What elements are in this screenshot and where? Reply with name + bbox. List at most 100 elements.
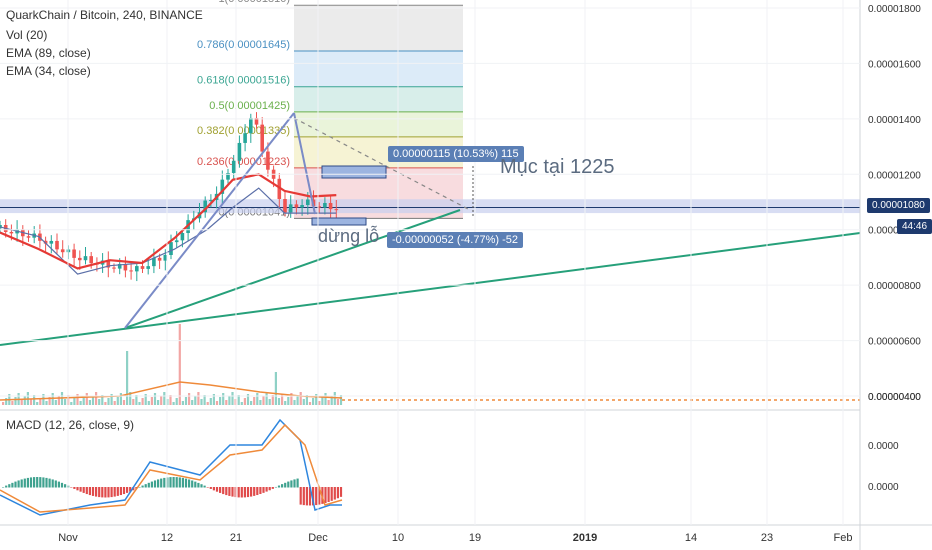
macd-histogram-bar (76, 487, 79, 491)
macd-histogram-bar (333, 487, 336, 500)
volume-bar (315, 394, 318, 405)
volume-bar (2, 402, 5, 405)
volume-bar (212, 394, 215, 405)
macd-histogram-bar (336, 487, 339, 499)
macd-histogram-bar (246, 487, 250, 498)
volume-bar (11, 401, 14, 405)
candle-body (174, 240, 179, 243)
volume-bar (33, 395, 36, 405)
ema-lines (0, 173, 337, 275)
volume-bar (110, 394, 113, 405)
volume-bar (330, 396, 333, 405)
volume-bar (333, 392, 336, 405)
volume-bar (281, 394, 284, 405)
volume-bar (163, 392, 166, 405)
candle-body (231, 160, 236, 173)
volume-bar (5, 398, 8, 405)
candle-body (328, 202, 333, 210)
candle-body (152, 257, 156, 267)
macd-histogram-bar (126, 487, 129, 493)
macd-histogram-bar (2, 487, 5, 488)
candle-body (283, 199, 287, 213)
candle-body (140, 266, 145, 269)
volume-bar (228, 396, 231, 405)
volume-bar (126, 351, 129, 405)
volume-bar (271, 395, 274, 405)
macd-histogram-bar (42, 477, 45, 488)
short-trendline (124, 209, 461, 329)
macd-histogram-bar (45, 477, 48, 488)
volume-bar (76, 394, 79, 405)
candle-body (277, 178, 282, 200)
x-tick-label: Dec (308, 532, 328, 544)
y-tick-label: 0.00001000 (868, 226, 921, 237)
macd-histogram-bar (299, 487, 302, 505)
volume-bar (222, 393, 225, 405)
candle-body (43, 240, 48, 244)
candle-body (89, 256, 93, 264)
macd-histogram-bar (98, 487, 101, 498)
x-tick-label: 23 (761, 532, 773, 544)
macd-histogram-bar (209, 487, 212, 489)
volume-bar (188, 393, 191, 405)
ema89-line (0, 187, 337, 275)
candle-body (83, 256, 88, 261)
volume-bar (122, 400, 126, 405)
macd-histogram-bar (305, 487, 308, 506)
volume-bar (197, 392, 200, 405)
volume-bar (29, 399, 33, 405)
volume-bar (95, 392, 98, 405)
macd-histogram-bar (188, 479, 191, 488)
candle-body (334, 209, 339, 211)
candle-body (146, 266, 150, 269)
macd-histogram-bar (57, 481, 60, 488)
volume-bar (265, 392, 268, 405)
candle-body (300, 205, 304, 208)
volume-bar (88, 400, 91, 405)
macd-histogram-bar (141, 485, 144, 488)
volume-bar (132, 399, 135, 405)
signal-line (0, 423, 343, 513)
volume-bar (256, 393, 259, 405)
volume-bar (20, 400, 23, 405)
volume-bar (287, 397, 290, 405)
macd-histogram-bar (206, 487, 209, 488)
macd-histogram-bar (23, 478, 26, 488)
volume-bar (237, 395, 240, 405)
volume-bar (231, 392, 234, 405)
indicator-ema89-label: EMA (89, close) (6, 46, 91, 60)
macd-histogram-bar (184, 478, 188, 488)
candle-body (226, 172, 230, 180)
volume-bar (268, 399, 271, 405)
volume-bar (82, 397, 85, 405)
macd-histogram-bar (318, 487, 321, 505)
volume-bar (293, 400, 296, 405)
macd-y-tick: 0.0000 (868, 482, 899, 493)
macd-histogram-bar (231, 487, 234, 497)
volume-bar (172, 402, 175, 405)
volume-bar (85, 393, 88, 405)
macd-histogram-bar (79, 487, 82, 492)
macd-histogram-bar (113, 487, 116, 497)
volume-bar (23, 396, 26, 405)
macd-histogram-bar (107, 487, 110, 498)
x-tick-label: Nov (58, 532, 78, 544)
candle-body (294, 204, 299, 208)
candle-body (123, 263, 128, 271)
macd-histogram-bar (20, 479, 23, 488)
macd-histogram-bar (11, 482, 14, 488)
fib-zone (294, 111, 463, 137)
macd-histogram-bar (163, 477, 166, 488)
volume-bar (209, 398, 212, 405)
fib-label: 0.236(0.00001223) (197, 156, 290, 168)
volume-bar (14, 397, 17, 405)
macd-histogram-bar (85, 487, 88, 495)
volume-bar (203, 395, 206, 405)
macd-histogram-bar (262, 487, 265, 493)
fib-label: 1(0.00001810) (218, 0, 290, 5)
volume-bar (36, 402, 39, 405)
candle-body (60, 249, 65, 253)
macd-histogram-bar (70, 487, 73, 488)
volume-bar (138, 402, 141, 405)
